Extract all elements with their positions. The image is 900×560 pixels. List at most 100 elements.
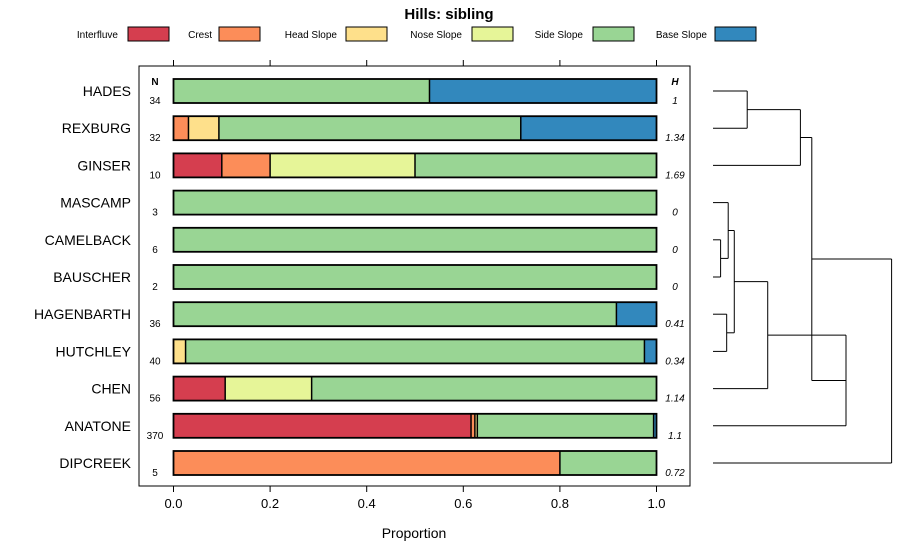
category-label: MASCAMP	[60, 195, 131, 211]
bar-segment	[185, 339, 645, 364]
bar-segment	[173, 116, 189, 141]
category-label: ANATONE	[65, 418, 131, 434]
bar-segment	[221, 153, 271, 178]
bar-outline	[172, 375, 658, 402]
category-label: REXBURG	[62, 120, 131, 136]
n-value: 34	[149, 96, 161, 107]
h-value: 0.72	[665, 468, 685, 479]
bar-outline	[172, 264, 658, 290]
h-value: 1.69	[665, 170, 685, 181]
category-label: HUTCHLEY	[56, 343, 132, 359]
bar-segment	[173, 376, 226, 401]
legend-swatch	[127, 26, 170, 42]
n-value: 32	[149, 133, 161, 144]
category-label: DIPCREEK	[59, 455, 131, 471]
n-column-header: N	[151, 77, 158, 88]
bar-segment	[173, 265, 657, 289]
h-value: 0.34	[665, 356, 685, 367]
n-value: 2	[152, 282, 158, 293]
bar-segment	[270, 153, 415, 178]
plot-panel	[138, 65, 691, 487]
bar-segment	[173, 339, 186, 364]
legend-label: Head Slope	[285, 30, 338, 41]
bar-outline	[172, 338, 658, 365]
legend: Interfluve Crest Head Slope Nose Slope Side …	[77, 26, 757, 42]
n-value: 3	[152, 208, 158, 219]
bar-segment	[520, 116, 657, 141]
bar-segment	[653, 413, 657, 438]
bar-segment	[173, 153, 222, 178]
category-label: HAGENBARTH	[34, 306, 131, 322]
bar-outline	[172, 189, 658, 216]
bar-segment	[311, 376, 657, 401]
bar-segment	[644, 339, 657, 364]
category-label: CHEN	[91, 381, 131, 397]
bar-segment	[477, 413, 654, 438]
legend-label: Base Slope	[656, 30, 708, 41]
h-value: 0	[672, 282, 678, 293]
bar-segment	[559, 451, 657, 475]
h-value: 1	[672, 96, 678, 107]
x-tick-label: 0.0	[164, 496, 182, 511]
x-tick-label: 0.8	[551, 496, 569, 511]
bar-outline	[172, 301, 658, 328]
legend-swatch	[471, 26, 514, 42]
n-value: 56	[149, 394, 161, 405]
bar-outline	[172, 226, 658, 253]
x-axis: 0.0 0.2 0.4 0.6 0.8 1.0	[164, 60, 666, 511]
bar-segment	[429, 79, 657, 103]
h-value: 0	[672, 208, 678, 219]
n-value: 6	[152, 245, 158, 256]
category-label: BAUSCHER	[53, 269, 131, 285]
n-value: 5	[152, 468, 158, 479]
bar-segment	[218, 116, 521, 141]
bar-outline	[172, 152, 658, 179]
n-value: 36	[149, 319, 161, 330]
x-tick-label: 0.2	[261, 496, 279, 511]
h-value: 1.1	[668, 431, 682, 442]
h-value: 0	[672, 245, 678, 256]
x-tick-label: 1.0	[647, 496, 665, 511]
bar-outline	[172, 78, 658, 104]
h-value: 1.34	[665, 133, 685, 144]
legend-swatch	[345, 26, 388, 42]
legend-swatch	[218, 26, 261, 42]
n-value: 10	[149, 170, 161, 181]
bar-segment	[415, 153, 657, 178]
dendrogram	[713, 90, 893, 464]
bar-segment	[173, 79, 430, 103]
legend-label: Side Slope	[535, 30, 584, 41]
bar-segment	[173, 227, 657, 252]
bar-segment	[225, 376, 312, 401]
legend-swatch	[592, 26, 635, 42]
category-label: GINSER	[77, 157, 131, 173]
bar-outline	[172, 115, 658, 142]
bar-segment	[173, 451, 560, 475]
category-label: HADES	[83, 83, 131, 99]
bar-segment	[474, 413, 478, 438]
h-value: 0.41	[665, 319, 684, 330]
n-value: 40	[149, 356, 161, 367]
h-column-header: H	[671, 77, 679, 88]
bar-outline	[172, 450, 658, 476]
legend-label: Crest	[188, 30, 212, 41]
legend-swatch	[714, 26, 757, 42]
bar-segment	[173, 302, 617, 327]
bar-outline	[172, 412, 658, 439]
bar-segment	[173, 413, 472, 438]
x-axis-label: Proportion	[382, 525, 447, 541]
legend-label: Interfluve	[77, 30, 119, 41]
h-value: 1.14	[665, 394, 685, 405]
x-tick-label: 0.6	[454, 496, 472, 511]
legend-label: Nose Slope	[410, 30, 462, 41]
bar-segment	[188, 116, 219, 141]
bar-segment	[471, 413, 475, 438]
bar-segment	[616, 302, 657, 327]
n-value: 370	[147, 431, 164, 442]
bar-segment	[173, 190, 657, 215]
category-label: CAMELBACK	[45, 232, 132, 248]
x-tick-label: 0.4	[358, 496, 376, 511]
chart-title: Hills: sibling	[404, 6, 493, 23]
